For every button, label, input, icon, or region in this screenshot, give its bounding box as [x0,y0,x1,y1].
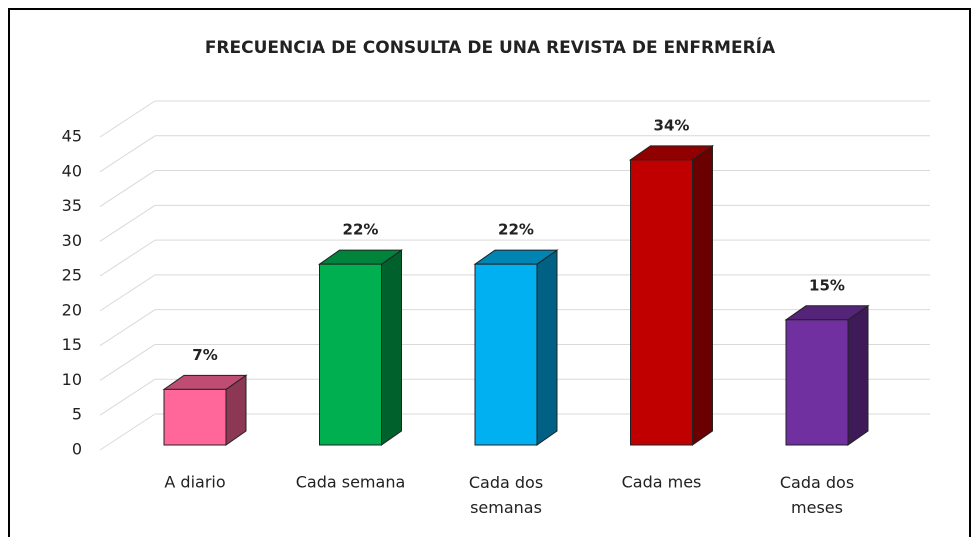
bar [319,263,382,446]
y-tick-label: 25 [62,266,82,285]
grid-line [99,100,156,138]
bar-side [847,304,869,446]
grid-line [99,309,156,347]
bar-side [692,144,713,446]
value-label: 22% [343,221,379,239]
grid-line [99,344,156,381]
grid-line [99,378,156,416]
grid-line [99,413,156,451]
x-tick-label: Cada dos semanas [469,473,543,517]
y-tick-label: 30 [62,231,82,250]
grid-line [99,274,156,312]
grid-line [99,135,156,173]
x-tick-label: Cada semana [296,473,406,492]
x-tick-label: Cada mes [622,473,702,492]
x-tick-label: A diario [164,473,225,492]
bar [474,263,538,446]
chart-title: FRECUENCIA DE CONSULTA DE UNA REVISTA DE… [205,36,776,58]
bar [785,319,849,446]
grid-line [99,204,156,242]
bar-side [536,249,558,446]
bar-side [381,249,402,446]
value-label: 22% [498,221,534,239]
y-tick-label: 15 [62,335,82,354]
x-tick-label: Cada dos meses [780,473,854,517]
y-tick-label: 0 [72,440,82,459]
y-tick-label: 5 [72,405,82,424]
y-tick-label: 10 [62,370,82,389]
grid-line [99,170,156,207]
y-tick-label: 40 [62,161,82,180]
value-label: 7% [192,346,217,364]
y-tick-label: 20 [62,300,82,319]
bar [630,159,693,446]
value-label: 15% [809,276,845,294]
value-label: 34% [654,116,690,134]
y-tick-label: 35 [62,196,82,215]
grid-line [99,239,156,277]
y-tick-label: 45 [62,127,82,146]
bar [163,388,227,446]
